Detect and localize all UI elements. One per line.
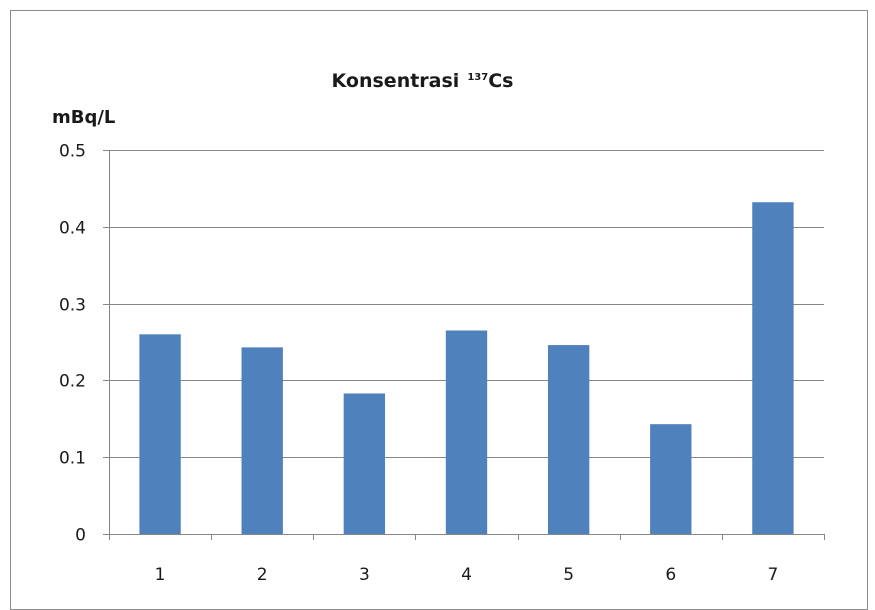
chart-title: Konsentrasi 137Cs (0, 70, 845, 92)
chart-title-superscript: 137 (467, 71, 489, 83)
y-tick-label-0: 0 (75, 526, 86, 546)
x-tick-label-3: 3 (359, 565, 370, 585)
x-tick-label-1: 1 (155, 565, 166, 585)
y-tick-label-5: 0.5 (59, 142, 86, 162)
bar-5 (547, 345, 590, 534)
chart-title-text: Konsentrasi (331, 70, 460, 92)
y-tick-label-4: 0.4 (59, 219, 86, 239)
x-tick-label-4: 4 (461, 565, 472, 585)
y-tick-label-2: 0.2 (59, 372, 86, 392)
bar-3 (343, 393, 386, 534)
chart-title-suffix: Cs (488, 70, 514, 92)
bar-2 (241, 347, 283, 534)
bar-4 (445, 330, 488, 534)
y-axis-unit-label: mBq/L (52, 107, 116, 128)
y-tick-label-1: 0.1 (59, 449, 86, 469)
bar-6 (650, 424, 692, 534)
x-tick-label-2: 2 (257, 565, 268, 585)
x-tick-label-6: 6 (665, 565, 676, 585)
bar-7 (752, 202, 794, 534)
bar-1 (139, 334, 181, 534)
y-tick-label-3: 0.3 (59, 296, 86, 316)
x-tick-label-7: 7 (768, 565, 779, 585)
x-tick-label-5: 5 (563, 565, 574, 585)
